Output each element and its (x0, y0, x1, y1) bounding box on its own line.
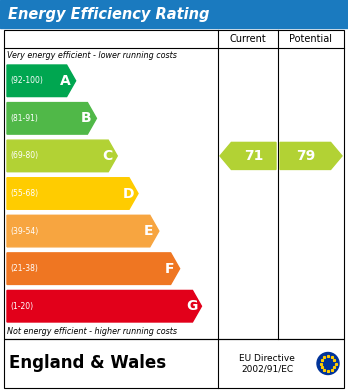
Text: Not energy efficient - higher running costs: Not energy efficient - higher running co… (7, 328, 177, 337)
Text: (81-91): (81-91) (10, 114, 38, 123)
Text: (21-38): (21-38) (10, 264, 38, 273)
Text: Potential: Potential (290, 34, 332, 44)
Bar (0, 0, 348, 28)
Polygon shape (7, 215, 159, 247)
Circle shape (317, 353, 339, 375)
Polygon shape (220, 142, 276, 169)
Text: G: G (186, 299, 197, 313)
Text: 79: 79 (296, 149, 315, 163)
Text: Very energy efficient - lower running costs: Very energy efficient - lower running co… (7, 50, 177, 59)
Text: 2002/91/EC: 2002/91/EC (241, 364, 293, 373)
Polygon shape (7, 291, 201, 322)
Text: A: A (60, 74, 71, 88)
Text: D: D (122, 187, 134, 201)
Bar (4, 339, 344, 388)
Polygon shape (7, 178, 138, 209)
Text: (55-68): (55-68) (10, 189, 38, 198)
Polygon shape (7, 253, 180, 284)
Bar (4, 30, 344, 339)
Text: EU Directive: EU Directive (239, 354, 295, 363)
Polygon shape (7, 65, 76, 97)
Text: England & Wales: England & Wales (9, 355, 166, 373)
Polygon shape (7, 102, 96, 134)
Text: B: B (81, 111, 92, 126)
Text: (92-100): (92-100) (10, 76, 43, 85)
Text: (39-54): (39-54) (10, 226, 38, 235)
Text: E: E (144, 224, 153, 238)
Text: F: F (165, 262, 174, 276)
Polygon shape (7, 140, 117, 172)
Text: Energy Efficiency Rating: Energy Efficiency Rating (8, 7, 209, 22)
Text: 71: 71 (244, 149, 263, 163)
Text: (1-20): (1-20) (10, 302, 33, 311)
Text: (69-80): (69-80) (10, 151, 38, 160)
Polygon shape (280, 142, 342, 169)
Text: Current: Current (230, 34, 266, 44)
Text: C: C (102, 149, 112, 163)
